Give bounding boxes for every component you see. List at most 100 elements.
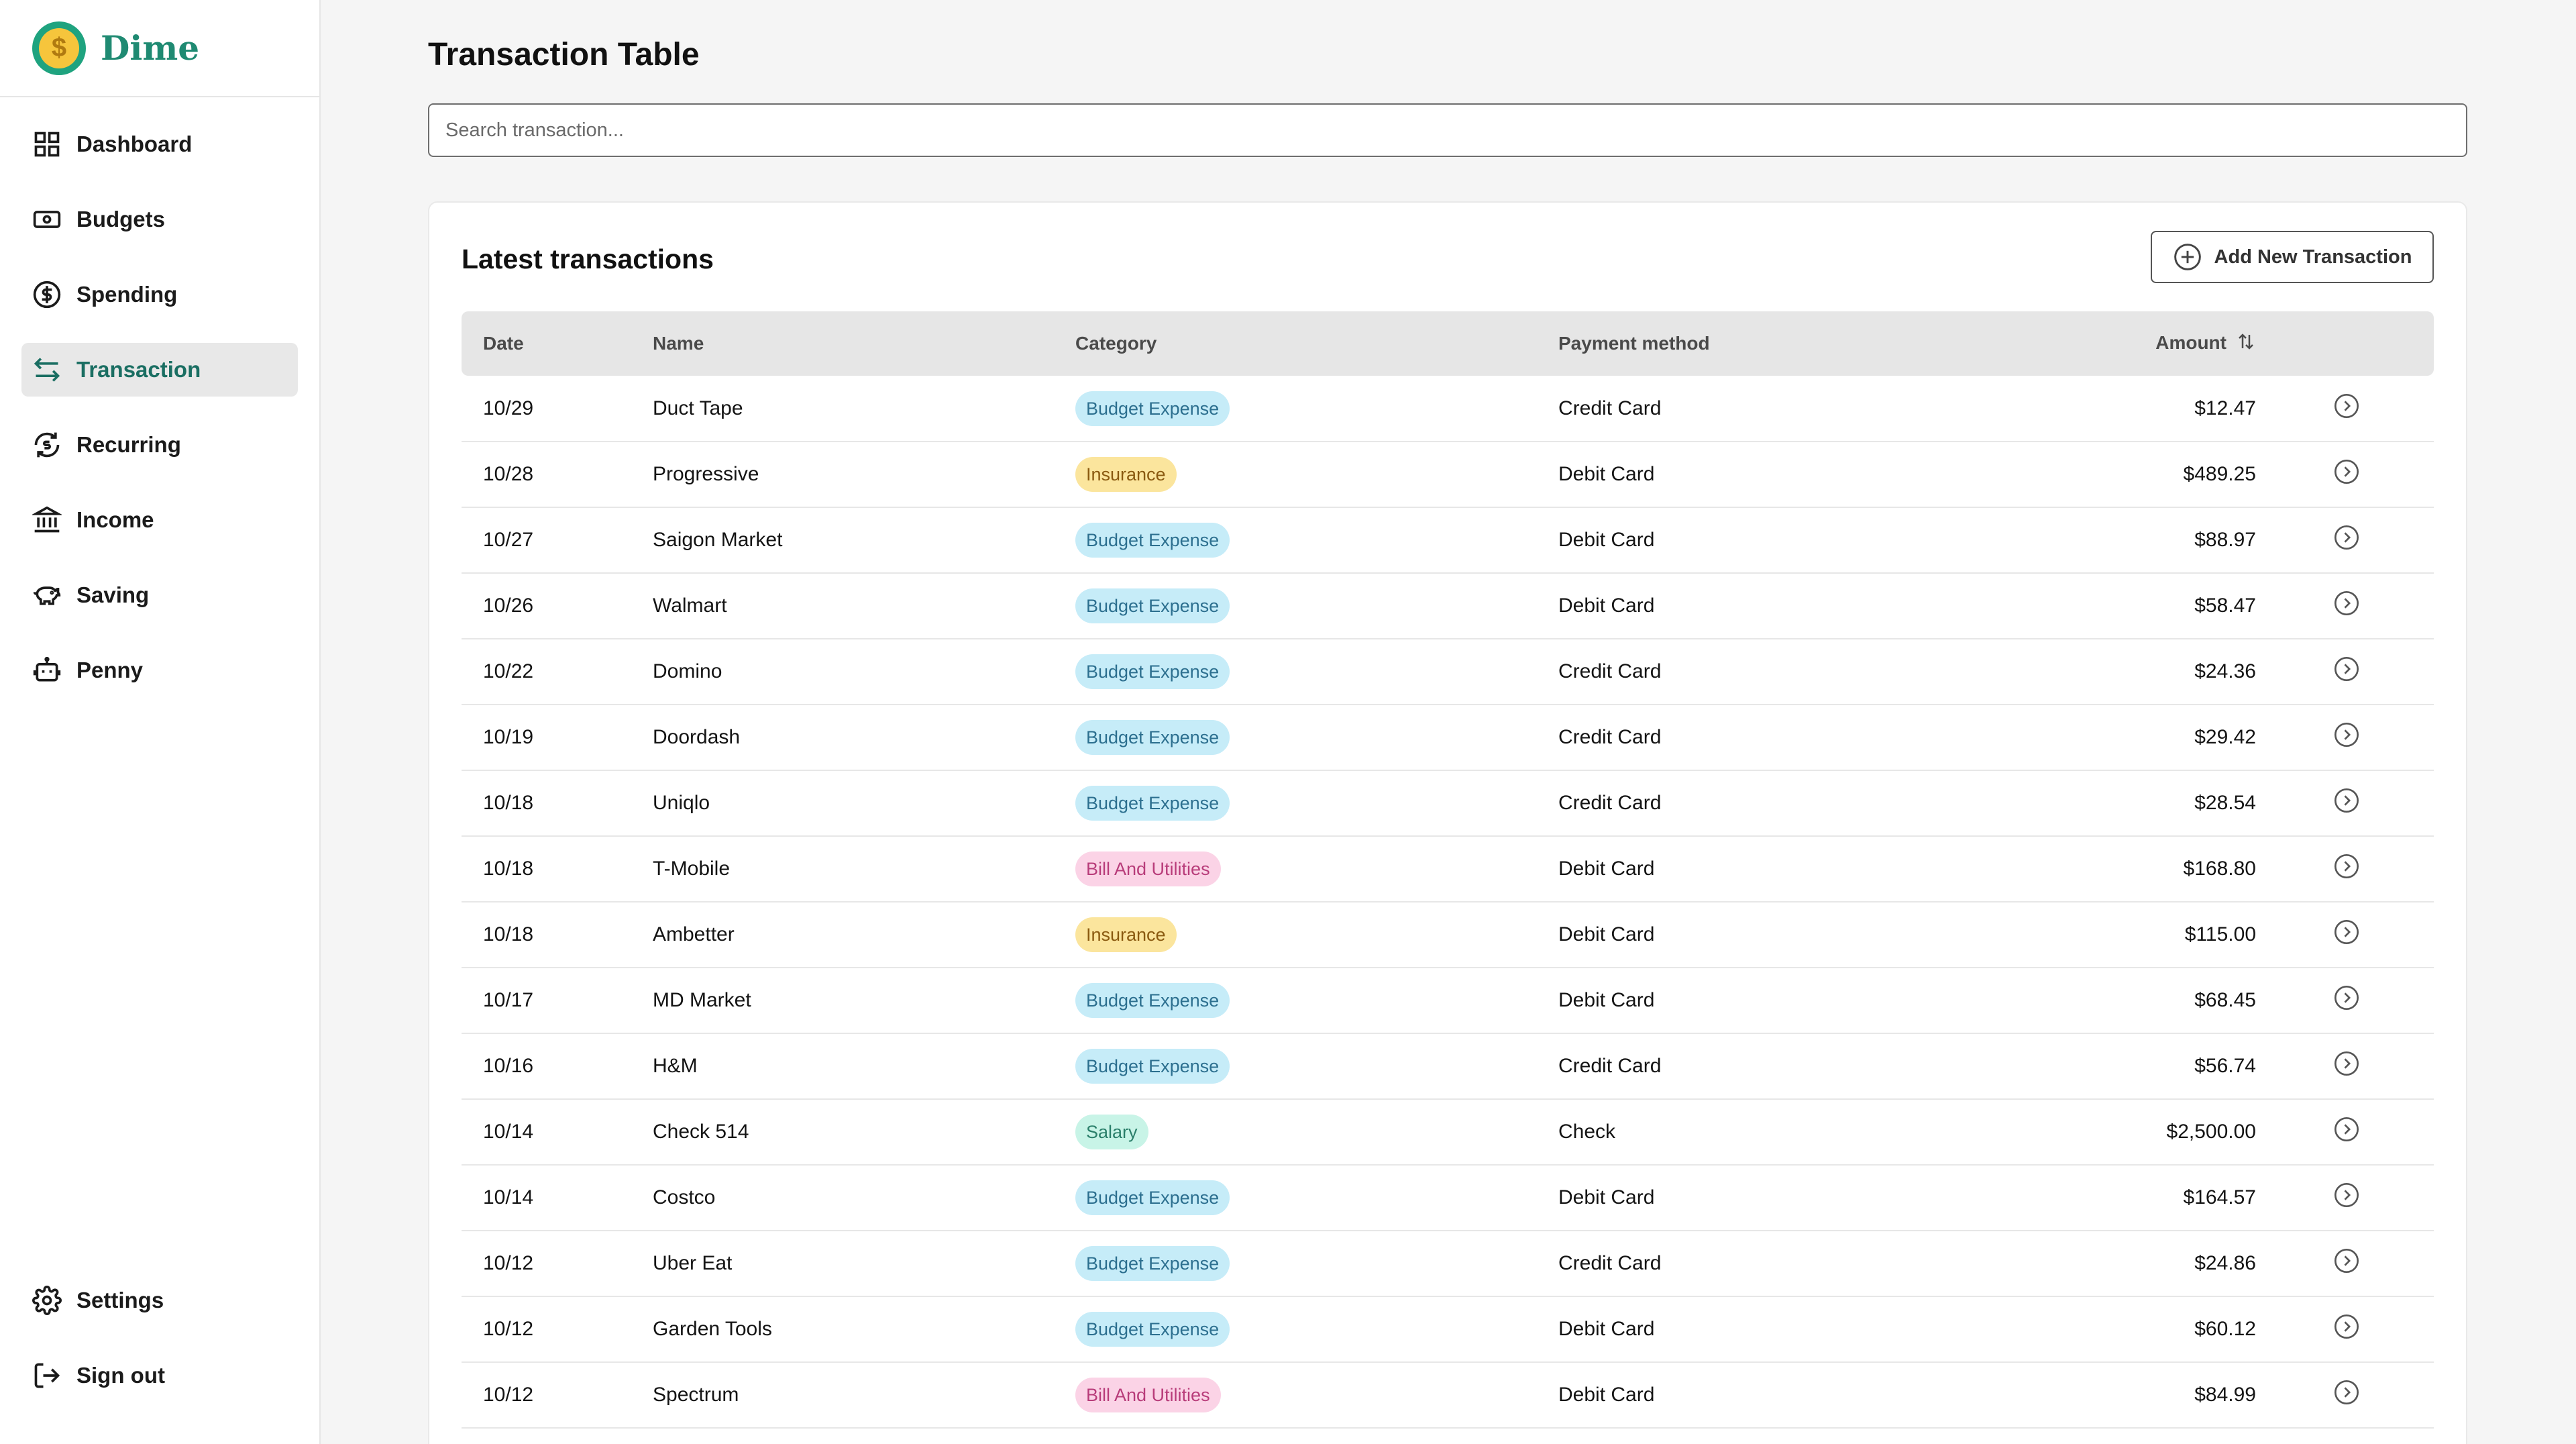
chevron-right-circle-icon[interactable] (2333, 984, 2360, 1011)
cell-name: H&M (653, 1055, 698, 1077)
card-title: Latest transactions (462, 243, 714, 274)
cell-payment-method: Debit Card (1558, 595, 1655, 617)
nav-item-settings[interactable]: Settings (21, 1274, 298, 1327)
add-new-transaction-button[interactable]: Add New Transaction (2151, 231, 2434, 283)
chevron-right-circle-icon[interactable] (2333, 721, 2360, 748)
penny-icon (32, 656, 62, 685)
nav-item-recurring[interactable]: Recurring (21, 418, 298, 472)
chevron-right-circle-icon[interactable] (2333, 524, 2360, 551)
nav-label: Transaction (76, 357, 201, 382)
chevron-right-circle-icon[interactable] (2333, 1247, 2360, 1274)
table-header-row: Date Name Category Payment method Amount (462, 311, 2434, 376)
table-row[interactable]: 10/29 Duct Tape Budget Expense Credit Card $… (462, 376, 2434, 442)
header-category[interactable]: Category (1075, 333, 1157, 354)
cell-category: Budget Expense (1075, 1231, 1558, 1296)
nav-item-penny[interactable]: Penny (21, 643, 298, 697)
table-row[interactable]: 10/22 Domino Budget Expense Credit Card $24.… (462, 639, 2434, 705)
table-row[interactable]: 10/12 Uber Eat Budget Expense Credit Card $2… (462, 1231, 2434, 1296)
chevron-right-circle-icon[interactable] (2333, 1313, 2360, 1340)
brand[interactable]: $ Dime (0, 0, 319, 97)
nav-item-budgets[interactable]: Budgets (21, 193, 298, 246)
table-row[interactable]: 10/27 Saigon Market Budget Expense Debit Ca… (462, 507, 2434, 573)
cell-name: Garden Tools (653, 1318, 772, 1340)
chevron-right-circle-icon[interactable] (2333, 919, 2360, 945)
cell-action (2256, 1231, 2434, 1296)
cell-date: 10/14 (483, 1186, 534, 1208)
cell-category: Budget Expense (1075, 573, 1558, 639)
cell-amount: $168.80 (2183, 858, 2256, 880)
table-row[interactable]: 10/18 T-Mobile Bill And Utilities Debit Car… (462, 836, 2434, 902)
category-badge: Budget Expense (1075, 1312, 1230, 1347)
table-row[interactable]: 10/19 Doordash Budget Expense Credit Card $2… (462, 705, 2434, 770)
header-amount[interactable]: Amount (2028, 311, 2256, 376)
header-payment-method[interactable]: Payment method (1558, 333, 1710, 354)
chevron-right-circle-icon[interactable] (2333, 393, 2360, 419)
table-row[interactable]: 10/18 Ambetter Insurance Debit Card $115.00 (462, 902, 2434, 968)
nav-item-spending[interactable]: Spending (21, 268, 298, 321)
table-row[interactable]: 10/14 Check 514 Salary Check $2,500.00 (462, 1099, 2434, 1165)
cell-category: Budget Expense (1075, 770, 1558, 836)
table-row[interactable]: 10/17 MD Market Budget Expense Debit Card $6… (462, 968, 2434, 1033)
cell-category: Budget Expense (1075, 705, 1558, 770)
chevron-right-circle-icon[interactable] (2333, 656, 2360, 682)
table-row[interactable]: 10/12 Garden Tools Budget Expense Debit Car… (462, 1296, 2434, 1362)
category-badge: Budget Expense (1075, 654, 1230, 689)
cell-category: Insurance (1075, 902, 1558, 968)
cell-name: Domino (653, 660, 722, 682)
coin-symbol: $ (39, 28, 79, 68)
table-row[interactable]: 10/18 Uniqlo Budget Expense Credit Card $28.… (462, 770, 2434, 836)
cell-amount: $24.36 (2194, 660, 2256, 682)
cell-action (2256, 1033, 2434, 1099)
cell-date: 10/28 (483, 463, 534, 485)
chevron-right-circle-icon[interactable] (2333, 1116, 2360, 1143)
cell-action (2256, 376, 2434, 442)
cell-payment-method: Credit Card (1558, 660, 1662, 682)
chevron-right-circle-icon[interactable] (2333, 458, 2360, 485)
chevron-right-circle-icon[interactable] (2333, 1050, 2360, 1077)
cell-action (2256, 442, 2434, 507)
header-name[interactable]: Name (653, 333, 704, 354)
chevron-right-circle-icon[interactable] (2333, 1182, 2360, 1208)
category-badge: Salary (1075, 1115, 1148, 1149)
nav-label: Spending (76, 282, 178, 307)
cell-category: Budget Expense (1075, 639, 1558, 705)
cell-category: Budget Expense (1075, 1033, 1558, 1099)
cell-payment-method: Debit Card (1558, 1384, 1655, 1406)
table-row[interactable]: 10/14 Costco Budget Expense Debit Card $164.… (462, 1165, 2434, 1231)
chevron-right-circle-icon[interactable] (2333, 853, 2360, 880)
sort-icon[interactable] (2236, 331, 2256, 356)
gear-icon (32, 1286, 62, 1315)
chevron-right-circle-icon[interactable] (2333, 787, 2360, 814)
nav-label: Recurring (76, 432, 181, 457)
cell-amount: $2,500.00 (2166, 1121, 2256, 1143)
cell-amount: $68.45 (2194, 989, 2256, 1011)
chevron-right-circle-icon[interactable] (2333, 590, 2360, 617)
table-row[interactable]: 10/16 H&M Budget Expense Credit Card $56.74 (462, 1033, 2434, 1099)
table-row[interactable]: 10/28 Progressive Insurance Debit Card $489.… (462, 442, 2434, 507)
header-date[interactable]: Date (483, 333, 524, 354)
cell-name: Uber Eat (653, 1252, 733, 1274)
cell-name: Spectrum (653, 1384, 739, 1406)
budgets-icon (32, 205, 62, 234)
cell-payment-method: Credit Card (1558, 1252, 1662, 1274)
cell-action (2256, 639, 2434, 705)
nav-item-transaction[interactable]: Transaction (21, 343, 298, 397)
nav-item-dashboard[interactable]: Dashboard (21, 117, 298, 171)
cell-category: Insurance (1075, 442, 1558, 507)
search-input[interactable] (428, 103, 2467, 157)
table-row[interactable]: 10/26 Walmart Budget Expense Debit Card $58.… (462, 573, 2434, 639)
cell-action (2256, 836, 2434, 902)
cell-amount: $28.54 (2194, 792, 2256, 814)
cell-date: 10/22 (483, 660, 534, 682)
cell-payment-method: Debit Card (1558, 923, 1655, 945)
nav-item-saving[interactable]: Saving (21, 568, 298, 622)
nav-item-sign-out[interactable]: Sign out (21, 1349, 298, 1402)
chevron-right-circle-icon[interactable] (2333, 1379, 2360, 1406)
category-badge: Budget Expense (1075, 391, 1230, 426)
table-row[interactable]: 10/12 Spectrum Bill And Utilities Debit Car… (462, 1362, 2434, 1428)
cell-date: 10/19 (483, 726, 534, 748)
recurring-icon (32, 430, 62, 460)
cell-amount: $489.25 (2183, 463, 2256, 485)
category-badge: Insurance (1075, 457, 1177, 492)
nav-item-income[interactable]: Income (21, 493, 298, 547)
